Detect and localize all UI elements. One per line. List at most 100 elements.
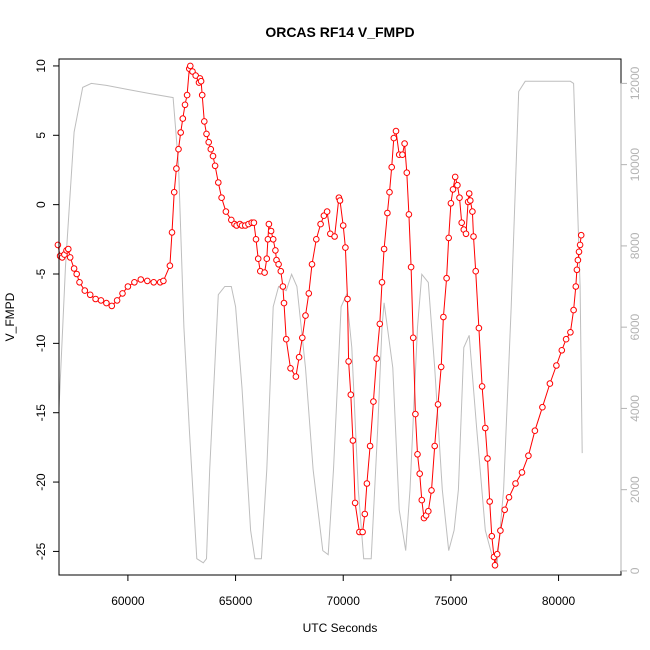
data-point	[472, 267, 480, 275]
data-point	[376, 320, 384, 328]
data-point	[252, 236, 260, 243]
data-point	[491, 562, 499, 569]
data-point	[512, 480, 519, 487]
data-point	[198, 91, 206, 99]
data-point	[412, 410, 419, 418]
data-point	[97, 297, 105, 304]
data-point	[215, 179, 222, 186]
secondary-series-line	[58, 80, 583, 564]
data-point	[331, 233, 338, 240]
data-point	[295, 353, 303, 361]
data-point	[445, 234, 453, 242]
data-point	[409, 334, 417, 342]
data-point	[144, 277, 151, 285]
y2-tick-label: 8000	[628, 232, 642, 259]
data-point	[339, 222, 347, 229]
x-tick-label: 60000	[111, 594, 145, 608]
data-point	[373, 355, 380, 362]
data-point	[525, 452, 532, 460]
data-point	[181, 101, 189, 109]
data-point	[73, 270, 80, 278]
y-tick-label: -10	[34, 334, 48, 352]
data-point	[562, 335, 570, 343]
data-point	[418, 496, 426, 504]
data-point	[505, 494, 513, 501]
data-point	[336, 197, 344, 204]
data-point	[359, 528, 366, 536]
data-point	[407, 263, 415, 271]
data-point	[570, 306, 577, 314]
data-point	[250, 219, 258, 226]
data-point	[482, 424, 489, 432]
y-tick-label: -5	[34, 268, 48, 279]
data-point	[201, 118, 208, 125]
x-tick-label: 75000	[434, 594, 468, 608]
y-tick-label: -15	[34, 404, 48, 422]
data-point	[267, 227, 275, 235]
data-point	[467, 197, 474, 204]
data-point	[254, 255, 262, 263]
data-point	[386, 188, 393, 196]
data-point	[131, 279, 138, 286]
data-point	[308, 261, 316, 268]
data-point	[366, 442, 374, 450]
y-axis-left: 10 5 0 -5 -10 -15 -20 -25	[34, 59, 60, 560]
data-point	[416, 470, 424, 478]
y-tick-label: -20	[34, 473, 48, 491]
data-point	[183, 91, 191, 99]
data-point	[451, 173, 459, 181]
data-point	[470, 233, 477, 240]
data-point	[553, 362, 560, 369]
data-point	[456, 194, 463, 201]
data-point	[280, 299, 288, 307]
data-point	[431, 442, 439, 450]
data-point	[187, 62, 194, 70]
chart-title: ORCAS RF14 V_FMPD	[265, 24, 414, 40]
data-point	[344, 295, 351, 303]
data-point	[282, 335, 290, 343]
data-point	[137, 276, 145, 283]
data-point	[177, 129, 184, 136]
x-tick-label: 80000	[542, 594, 576, 608]
data-point	[168, 229, 176, 236]
data-point	[175, 145, 182, 153]
data-point	[401, 140, 408, 147]
data-point	[577, 231, 585, 239]
data-point	[108, 302, 116, 310]
data-point	[434, 401, 442, 408]
data-point	[302, 312, 309, 319]
data-point	[299, 334, 306, 342]
data-point	[265, 220, 273, 228]
data-point	[576, 241, 584, 249]
data-point	[475, 324, 483, 332]
data-point	[380, 245, 388, 253]
data-point	[447, 200, 455, 207]
data-point	[272, 247, 279, 254]
data-point	[437, 363, 445, 371]
data-point	[392, 127, 400, 135]
data-point	[66, 254, 74, 261]
data-point	[363, 480, 371, 487]
data-point	[119, 290, 126, 297]
data-point	[317, 220, 324, 228]
data-point	[449, 186, 457, 193]
data-point	[425, 507, 432, 515]
y-tick-label: 10	[34, 59, 48, 73]
data-point	[263, 255, 271, 263]
data-point	[170, 188, 178, 196]
data-point	[211, 162, 219, 170]
y-axis-label: V_FMPD	[3, 292, 17, 341]
data-point	[70, 265, 78, 272]
data-point	[261, 269, 268, 276]
data-point	[572, 283, 580, 290]
data-point	[399, 151, 406, 158]
data-point	[160, 277, 167, 285]
data-point	[531, 427, 539, 435]
y2-tick-label: 12000	[628, 66, 642, 100]
data-point	[103, 299, 110, 307]
data-point	[292, 373, 300, 380]
data-point	[486, 498, 494, 505]
data-point	[264, 236, 272, 243]
